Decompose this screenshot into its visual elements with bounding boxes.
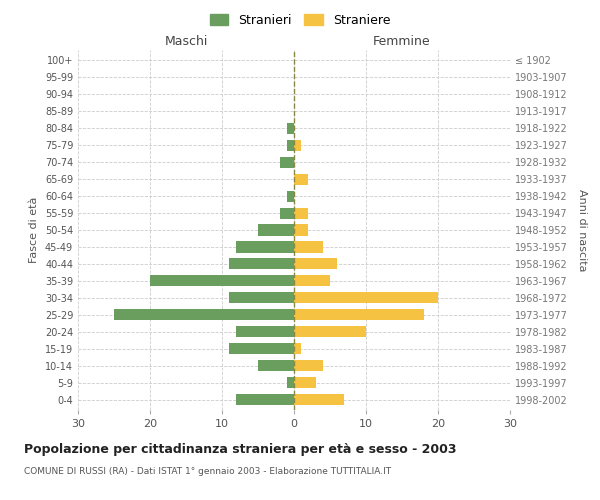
Bar xyxy=(294,276,330,286)
Bar xyxy=(114,310,294,320)
Bar xyxy=(229,258,294,270)
Bar xyxy=(294,344,301,354)
Y-axis label: Anni di nascita: Anni di nascita xyxy=(577,188,587,271)
Bar xyxy=(294,208,308,218)
Text: Maschi: Maschi xyxy=(164,36,208,49)
Bar xyxy=(258,224,294,235)
Bar xyxy=(280,156,294,168)
Text: COMUNE DI RUSSI (RA) - Dati ISTAT 1° gennaio 2003 - Elaborazione TUTTITALIA.IT: COMUNE DI RUSSI (RA) - Dati ISTAT 1° gen… xyxy=(24,468,391,476)
Bar xyxy=(287,378,294,388)
Bar xyxy=(294,242,323,252)
Bar xyxy=(294,378,316,388)
Bar xyxy=(150,276,294,286)
Bar xyxy=(229,344,294,354)
Bar xyxy=(294,140,301,150)
Bar xyxy=(258,360,294,372)
Bar xyxy=(236,394,294,406)
Bar xyxy=(287,140,294,150)
Bar xyxy=(294,258,337,270)
Bar xyxy=(294,326,366,338)
Bar xyxy=(236,326,294,338)
Legend: Stranieri, Straniere: Stranieri, Straniere xyxy=(205,8,395,32)
Bar xyxy=(236,242,294,252)
Bar xyxy=(229,292,294,304)
Bar xyxy=(294,174,308,184)
Bar xyxy=(294,292,438,304)
Bar xyxy=(287,122,294,134)
Text: Popolazione per cittadinanza straniera per età e sesso - 2003: Popolazione per cittadinanza straniera p… xyxy=(24,442,457,456)
Y-axis label: Fasce di età: Fasce di età xyxy=(29,197,39,263)
Bar xyxy=(294,310,424,320)
Bar xyxy=(287,190,294,202)
Bar xyxy=(294,360,323,372)
Text: Femmine: Femmine xyxy=(373,36,431,49)
Bar xyxy=(294,224,308,235)
Bar xyxy=(280,208,294,218)
Bar xyxy=(294,394,344,406)
